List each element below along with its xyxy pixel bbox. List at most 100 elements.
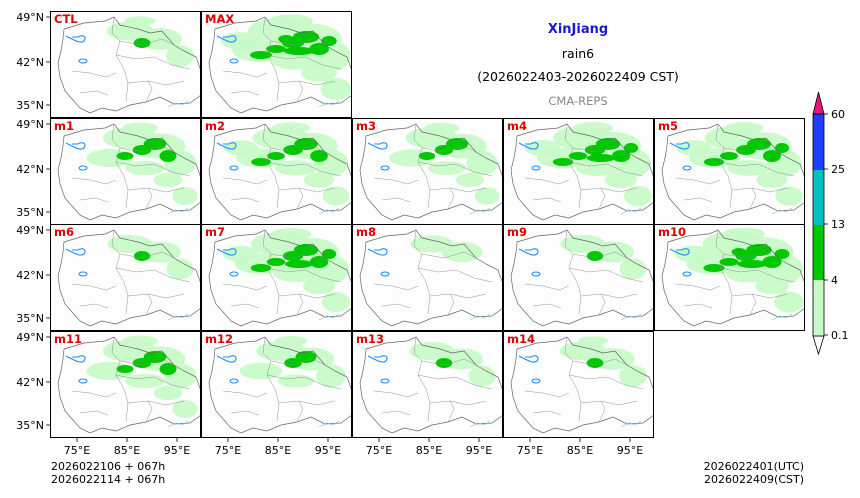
prefecture-border <box>719 161 795 177</box>
moderate-rain-area <box>595 138 621 150</box>
moderate-rain-area <box>719 258 739 266</box>
panel-frame <box>201 11 352 118</box>
prefecture-border <box>417 267 493 283</box>
light-rain-area <box>774 291 804 313</box>
lake-icon <box>367 248 388 256</box>
light-rain-area <box>316 364 346 388</box>
lake-icon <box>518 248 539 256</box>
prefecture-border <box>296 187 304 210</box>
moderate-rain-area <box>623 143 639 153</box>
prefecture-border <box>598 400 606 423</box>
prefecture-border <box>723 145 779 153</box>
prefecture-border <box>230 303 260 309</box>
prefecture-border <box>296 293 304 316</box>
member-label: m4 <box>507 119 527 133</box>
map-panel-ctl: CTL <box>50 11 201 118</box>
light-rain-area <box>271 228 311 240</box>
lon-label: 75°E <box>366 444 392 457</box>
colorbar-level-label: 4 <box>831 274 838 287</box>
panel-frame <box>201 224 352 331</box>
light-rain-area <box>676 140 712 156</box>
prefecture-border <box>127 187 185 193</box>
light-rain-area <box>172 400 198 418</box>
prefecture-border <box>71 70 117 78</box>
lake-icon <box>78 165 88 171</box>
prefecture-border <box>222 177 268 185</box>
prefecture-border <box>79 303 109 309</box>
light-rain-area <box>221 32 261 50</box>
map-panel-m5: m5 <box>654 118 805 225</box>
moderate-rain-area <box>704 158 724 166</box>
lake-icon <box>669 248 690 256</box>
member-label: m10 <box>658 225 686 239</box>
light-rain-area <box>756 172 788 188</box>
lat-label: 42°N <box>16 56 44 69</box>
light-rain-area <box>153 172 183 188</box>
prefecture-border <box>417 161 493 177</box>
prefecture-border <box>580 293 638 299</box>
river-line <box>620 207 642 215</box>
light-rain-area <box>424 122 460 134</box>
prefecture-border <box>71 177 117 185</box>
lon-label: 75°E <box>215 444 241 457</box>
prefecture-border <box>145 80 153 103</box>
prefecture-border <box>429 293 487 299</box>
map-panel-m11: m11 <box>50 331 201 438</box>
prefecture-border <box>381 303 411 309</box>
prefecture-border <box>373 177 419 185</box>
light-rain-area <box>166 258 194 280</box>
lake-icon <box>229 165 239 171</box>
prefecture-border <box>230 410 260 416</box>
moderate-rain-area <box>435 358 453 368</box>
prefecture-border <box>222 70 268 78</box>
colorbar: 0.1 4 13 25 60 <box>812 91 849 356</box>
light-rain-area <box>775 186 803 206</box>
light-rain-area <box>410 235 454 253</box>
light-rain-area <box>427 161 467 175</box>
moderate-rain-area <box>116 152 134 160</box>
map-panel-m3: m3 <box>352 118 503 225</box>
panel-frame <box>50 224 201 331</box>
prefecture-border <box>278 293 336 299</box>
prefecture-border <box>230 197 260 203</box>
lake-icon <box>367 142 388 150</box>
prefecture-border <box>447 400 455 423</box>
prefecture-border <box>270 38 326 46</box>
lake-icon <box>65 142 86 150</box>
light-rain-area <box>124 16 156 26</box>
river-line <box>469 420 491 428</box>
prefecture-border <box>145 400 153 423</box>
lat-label: 49°N <box>16 118 44 131</box>
prefecture-border <box>145 293 153 316</box>
colorbar-level-label: 0.1 <box>831 329 849 342</box>
prefecture-border <box>71 283 117 291</box>
prefecture-border <box>115 161 191 177</box>
prefecture-border <box>572 145 628 153</box>
lon-label: 85°E <box>416 444 442 457</box>
moderate-rain-area <box>284 358 302 368</box>
prefecture-border <box>127 400 185 406</box>
prefecture-border <box>222 390 268 398</box>
map-panel-m4: m4 <box>503 118 654 225</box>
moderate-rain-area <box>762 256 782 268</box>
lon-label: 75°E <box>64 444 90 457</box>
prefecture-border <box>731 187 789 193</box>
lon-label: 85°E <box>265 444 291 457</box>
prefecture-border <box>598 293 606 316</box>
lake-icon <box>669 142 690 150</box>
member-label: m2 <box>205 119 225 133</box>
lake-icon <box>531 378 541 384</box>
moderate-rain-area <box>266 45 286 53</box>
light-rain-area <box>624 186 652 206</box>
lon-label: 95°E <box>164 444 190 457</box>
prefecture-border <box>71 390 117 398</box>
member-label: m7 <box>205 225 225 239</box>
valid-time-utc: 2026022401(UTC) <box>703 460 804 473</box>
member-label: m6 <box>54 225 74 239</box>
moderate-rain-area <box>284 260 314 268</box>
light-rain-area <box>122 335 158 347</box>
light-rain-area <box>301 64 337 82</box>
moderate-rain-area <box>703 264 725 272</box>
member-label: m9 <box>507 225 527 239</box>
